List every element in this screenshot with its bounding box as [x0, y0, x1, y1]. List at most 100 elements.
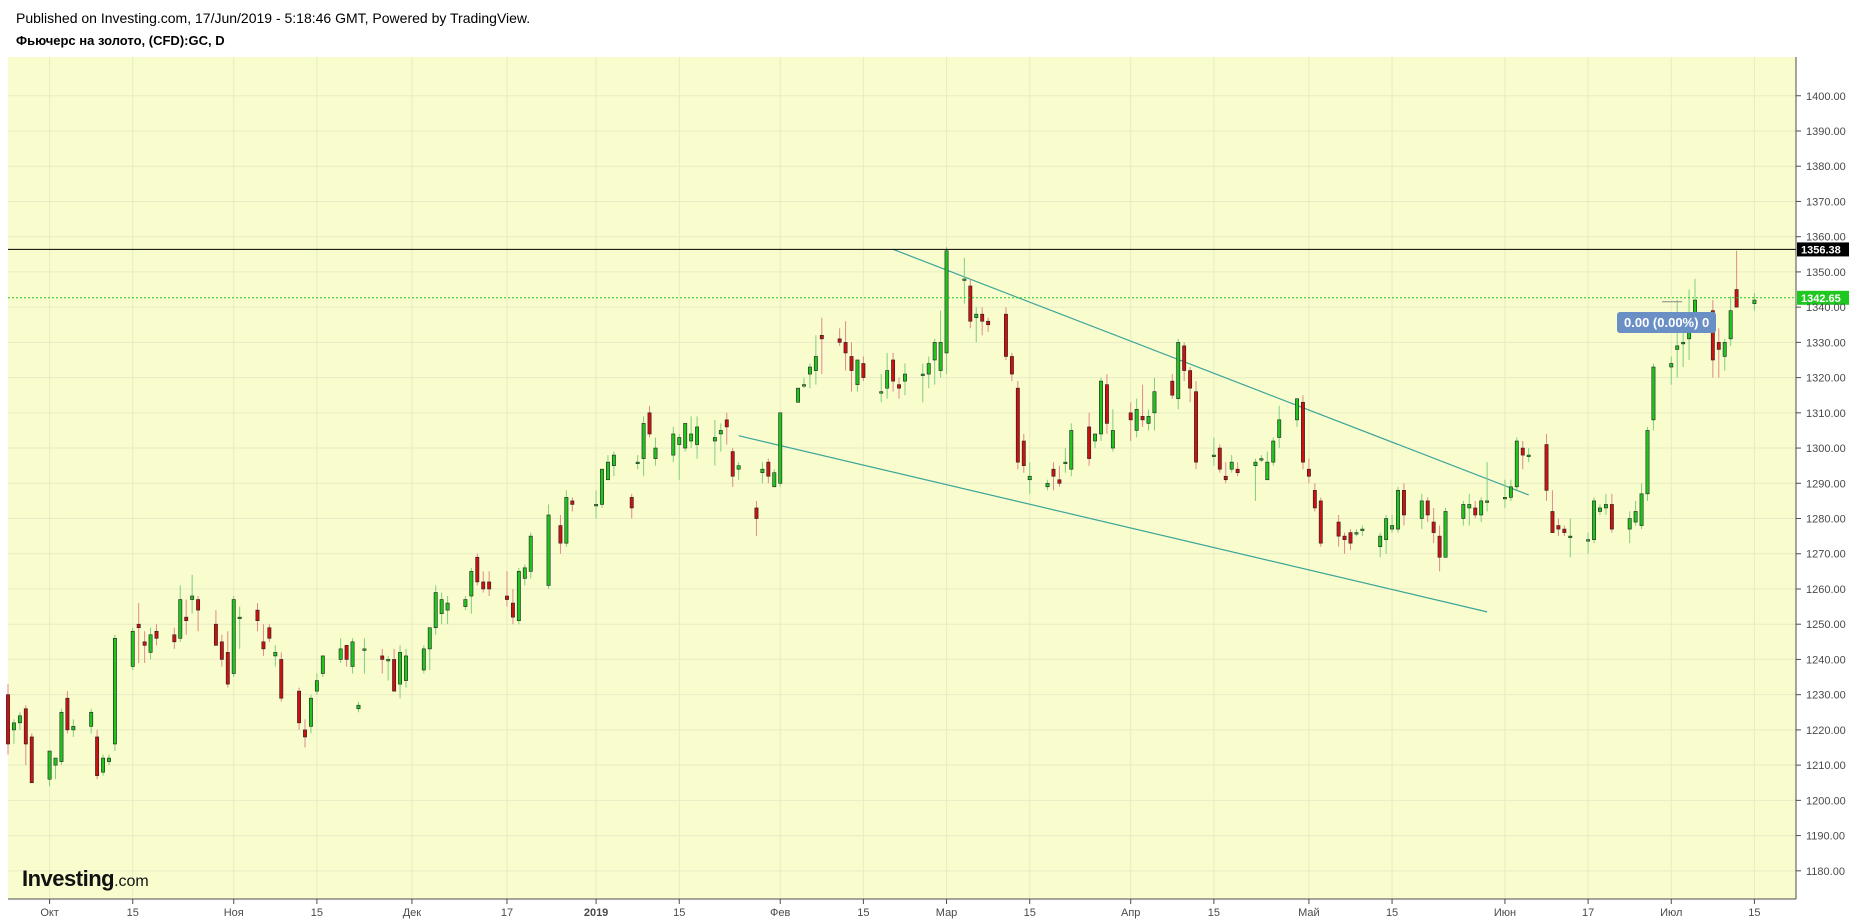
- candle: [1312, 483, 1317, 512]
- candle-body: [338, 648, 343, 660]
- candle-body: [29, 736, 34, 784]
- trendlines[interactable]: [738, 248, 1529, 613]
- candle-body: [225, 652, 230, 685]
- candle: [600, 468, 604, 508]
- y-tick-label: 1340.00: [1806, 302, 1846, 314]
- y-tick-label: 1230.00: [1806, 690, 1846, 702]
- candle: [101, 754, 105, 776]
- candle-body: [303, 729, 307, 738]
- investing-logo[interactable]: Investing.com: [22, 866, 149, 892]
- candle-body: [1306, 468, 1311, 477]
- candle-body: [980, 313, 985, 322]
- candle-body: [6, 694, 10, 745]
- candle: [398, 645, 402, 699]
- y-axis[interactable]: 1180.00 1190.00 1200.00 1210.00 1220.00 1230.…: [1795, 57, 1846, 899]
- candle: [1473, 500, 1478, 519]
- candle: [695, 416, 699, 459]
- candle: [380, 648, 385, 674]
- candle-body: [1093, 433, 1097, 442]
- candle: [1009, 352, 1014, 382]
- candle: [433, 585, 438, 635]
- x-tick-label: 15: [857, 907, 869, 919]
- candle: [778, 412, 783, 487]
- plot-area[interactable]: [8, 57, 1796, 899]
- candle-body: [683, 423, 688, 449]
- candle: [1592, 497, 1596, 544]
- candle-body: [712, 437, 717, 442]
- candle: [1425, 497, 1430, 523]
- candle-body: [1734, 289, 1739, 308]
- candle: [837, 328, 842, 346]
- x-tick-label: 17: [501, 907, 513, 919]
- candle-body: [510, 602, 515, 618]
- y-tick-label: 1200.00: [1806, 795, 1846, 807]
- candle-body: [392, 659, 397, 692]
- candle-body: [1354, 532, 1359, 535]
- candle: [89, 708, 94, 734]
- candle: [1544, 433, 1549, 501]
- x-tick-label: Окт: [40, 907, 59, 919]
- trendline[interactable]: [892, 248, 1529, 496]
- candle: [1223, 462, 1228, 484]
- x-axis[interactable]: Окт 15 Ноя 15 Дек 17 2019 15 Фев 15 Мар 15 Апр 15 Май 1…: [8, 898, 1796, 919]
- candle-body: [404, 655, 408, 681]
- candle-body: [356, 704, 361, 710]
- candle-body: [1508, 486, 1513, 498]
- candle-body: [380, 655, 385, 660]
- candle-body: [1063, 461, 1068, 464]
- trendline[interactable]: [738, 435, 1488, 613]
- candle: [1562, 525, 1567, 537]
- candle-body: [1675, 345, 1680, 350]
- candle: [350, 638, 355, 674]
- candle: [190, 574, 195, 614]
- candle-body: [718, 430, 723, 435]
- candle: [944, 247, 949, 375]
- candle: [1069, 423, 1074, 477]
- y-tick-label: 1240.00: [1806, 654, 1846, 666]
- candle-body: [136, 623, 141, 629]
- candle: [760, 462, 765, 484]
- x-tick-label: Дек: [403, 907, 422, 919]
- candle-body: [1223, 475, 1228, 481]
- candle-body: [362, 648, 367, 651]
- candle-body: [986, 320, 991, 326]
- candle-body: [344, 645, 349, 660]
- candle-body: [1087, 426, 1092, 459]
- candle: [819, 317, 824, 375]
- candle: [1354, 529, 1359, 537]
- candle-body: [522, 567, 527, 579]
- candle-body: [968, 285, 973, 322]
- candle-body: [237, 616, 242, 619]
- candle-body: [1390, 525, 1394, 530]
- candle-body: [724, 419, 729, 428]
- candle: [1004, 307, 1008, 360]
- x-tick-label: 17: [1582, 907, 1594, 919]
- change-badge: 0.00 (0.00%) 0: [1617, 312, 1717, 333]
- candle: [59, 708, 64, 766]
- candle: [53, 757, 58, 780]
- candle: [338, 638, 343, 663]
- candle-body: [754, 507, 759, 519]
- candle: [1194, 381, 1198, 470]
- candle-body: [148, 634, 153, 653]
- candle-body: [1526, 454, 1531, 457]
- candle: [1461, 500, 1466, 526]
- candle: [142, 631, 147, 663]
- candle-body: [231, 599, 236, 674]
- candle-body: [172, 634, 177, 643]
- candle-body: [23, 708, 28, 745]
- candle-body: [1467, 504, 1472, 509]
- y-tick-label: 1250.00: [1806, 619, 1846, 631]
- candle: [671, 426, 676, 463]
- candle-body: [564, 497, 569, 544]
- candle-body: [600, 468, 604, 505]
- y-tick-label: 1400.00: [1806, 91, 1846, 103]
- x-tick-label: Май: [1298, 907, 1320, 919]
- candle: [469, 567, 474, 614]
- candle-body: [350, 641, 355, 667]
- y-tick-label: 1300.00: [1806, 443, 1846, 455]
- x-tick-label: 15: [1386, 907, 1398, 919]
- candle: [1437, 525, 1442, 572]
- candle-body: [778, 412, 783, 484]
